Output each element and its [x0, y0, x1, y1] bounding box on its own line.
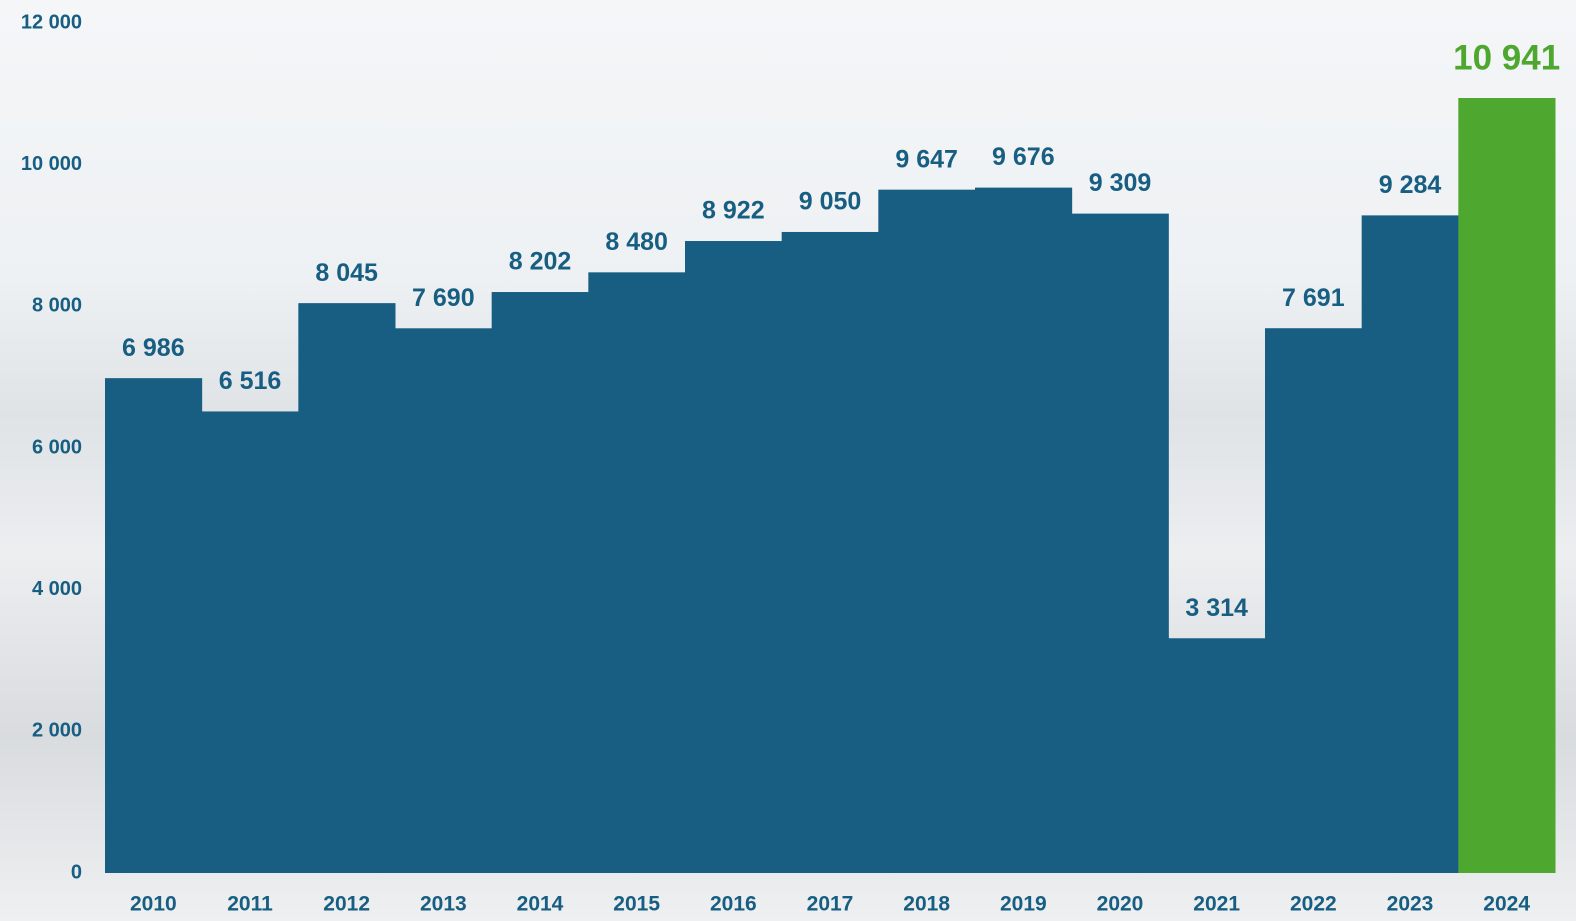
- value-label: 9 309: [1089, 169, 1152, 197]
- bar: [201, 411, 299, 873]
- y-tick-label: 6 000: [32, 436, 82, 458]
- bar: [975, 187, 1073, 873]
- value-label: 9 647: [895, 145, 958, 173]
- x-tick-label: 2023: [1387, 893, 1434, 916]
- x-tick-label: 2019: [1000, 893, 1047, 916]
- bar: [298, 303, 396, 873]
- bar: [685, 241, 783, 873]
- y-tick-label: 0: [71, 861, 82, 883]
- y-tick-label: 10 000: [21, 153, 82, 175]
- bar: [395, 328, 493, 874]
- x-tick-label: 2017: [807, 893, 854, 916]
- bar: [1265, 328, 1363, 873]
- value-label: 6 516: [219, 367, 282, 395]
- bar: [1361, 215, 1459, 874]
- bar: [1458, 98, 1556, 873]
- bar: [491, 292, 589, 873]
- x-tick-label: 2016: [710, 893, 757, 916]
- y-tick-label: 2 000: [32, 720, 82, 742]
- value-label: 6 986: [122, 334, 185, 362]
- value-label: 8 045: [315, 259, 378, 287]
- value-label: 10 941: [1453, 38, 1560, 77]
- value-label: 9 284: [1379, 171, 1442, 199]
- value-label: 8 202: [509, 248, 572, 276]
- x-tick-label: 2018: [903, 893, 950, 916]
- x-tick-label: 2024: [1483, 893, 1530, 916]
- x-tick-label: 2011: [227, 893, 273, 916]
- x-tick-label: 2022: [1290, 893, 1337, 916]
- x-tick-label: 2010: [130, 893, 177, 916]
- x-tick-label: 2015: [613, 893, 660, 916]
- bar: [105, 378, 203, 873]
- x-tick-label: 2021: [1193, 893, 1240, 916]
- value-label: 8 480: [605, 228, 668, 256]
- x-tick-label: 2014: [517, 893, 564, 916]
- bar: [781, 231, 879, 874]
- value-label: 7 691: [1282, 284, 1345, 312]
- bar: [588, 272, 686, 873]
- y-tick-label: 4 000: [32, 578, 82, 600]
- value-label: 9 050: [799, 188, 862, 216]
- x-tick-label: 2013: [420, 893, 467, 916]
- bar: [878, 189, 976, 873]
- y-tick-label: 12 000: [21, 11, 82, 33]
- value-label: 7 690: [412, 284, 475, 312]
- value-label: 8 922: [702, 197, 765, 225]
- bar: [1071, 213, 1169, 874]
- x-tick-label: 2020: [1097, 893, 1144, 916]
- value-label: 3 314: [1185, 594, 1248, 622]
- value-label: 9 676: [992, 143, 1055, 171]
- bar: [1168, 638, 1266, 873]
- y-tick-label: 8 000: [32, 295, 82, 317]
- x-tick-label: 2012: [323, 893, 370, 916]
